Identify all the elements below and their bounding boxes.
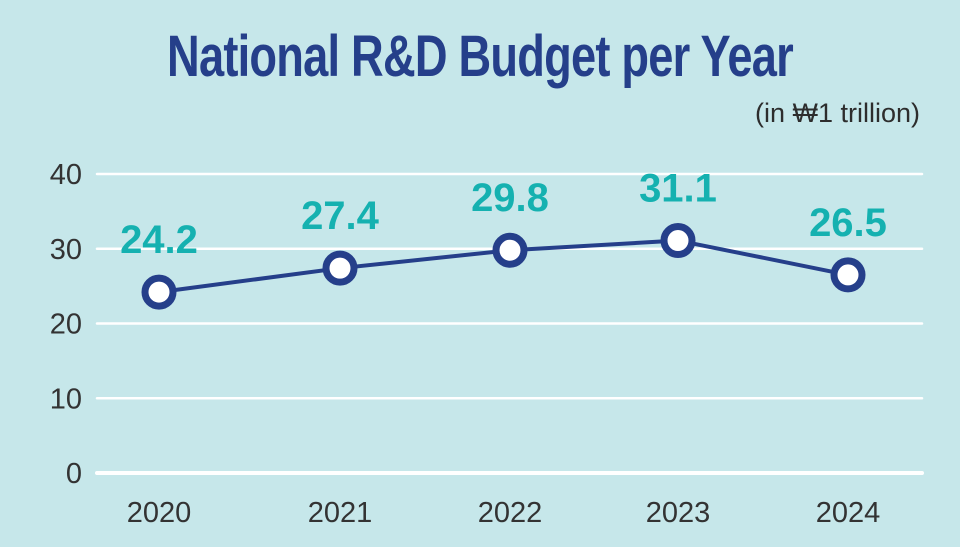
data-point-marker [322,250,358,286]
y-tick-label: 20 [50,309,82,341]
data-label: 26.5 [809,201,887,245]
chart-title: National R&D Budget per Year [167,24,794,89]
y-tick-label: 30 [50,234,82,266]
unit-subtitle: (in ₩1 trillion) [754,98,920,128]
x-axis-ticks: 2020 2021 2022 2023 2024 [127,497,881,529]
x-tick-label: 2022 [478,497,543,529]
series-line-group [141,223,866,310]
data-point-marker [660,223,696,259]
y-tick-label: 0 [66,458,82,490]
data-point-marker [141,274,177,310]
data-point-marker [830,257,866,293]
y-axis-ticks: 0 10 20 30 40 [50,159,82,490]
gridlines [95,172,924,475]
y-tick-label: 10 [50,383,82,415]
data-point-marker [492,232,528,268]
data-labels: 24.2 27.4 29.8 31.1 26.5 [120,167,887,263]
data-label: 24.2 [120,218,198,262]
data-label: 29.8 [471,176,549,220]
x-tick-label: 2023 [646,497,711,529]
data-label: 31.1 [639,167,717,211]
y-tick-label: 40 [50,159,82,191]
x-tick-label: 2024 [816,497,881,529]
x-tick-label: 2021 [308,497,373,529]
data-label: 27.4 [301,194,380,238]
x-tick-label: 2020 [127,497,192,529]
